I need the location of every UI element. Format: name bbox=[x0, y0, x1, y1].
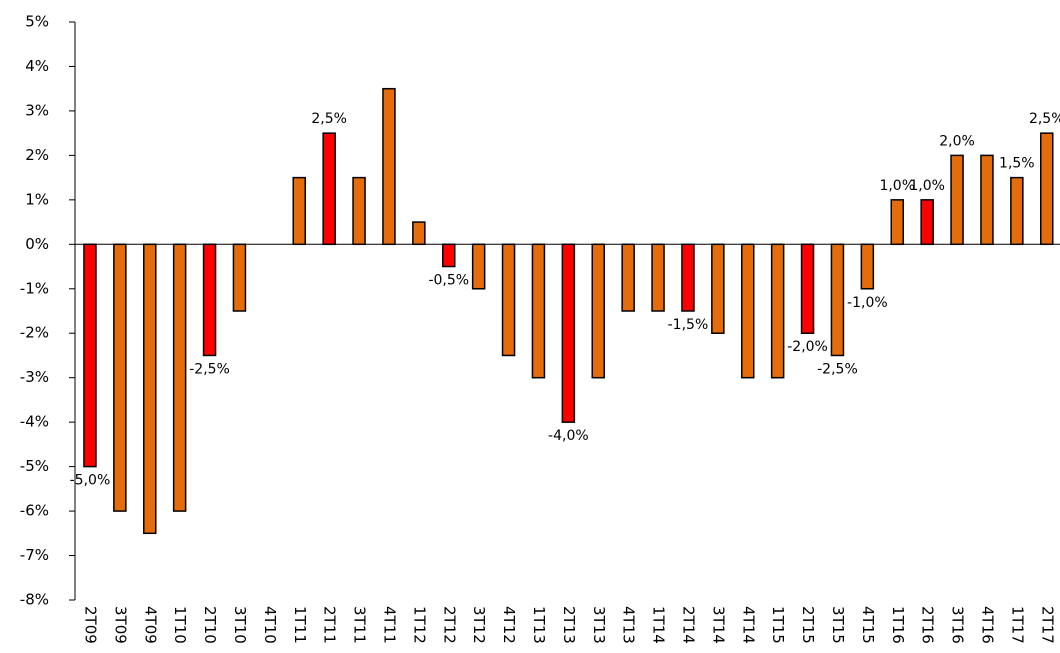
y-tick-label: 4% bbox=[25, 57, 49, 75]
x-tick-label: 2T10 bbox=[201, 606, 219, 644]
bar bbox=[143, 243, 157, 535]
bar bbox=[681, 243, 695, 312]
bar bbox=[800, 243, 815, 334]
y-tick-label: -1% bbox=[20, 279, 49, 297]
x-tick-label: 1T17 bbox=[1008, 606, 1026, 644]
value-label: 2,5% bbox=[311, 111, 347, 127]
bar bbox=[442, 243, 456, 268]
x-tick-label: 1T14 bbox=[650, 606, 668, 644]
bar bbox=[1040, 132, 1054, 246]
x-tick-label: 1T16 bbox=[889, 606, 907, 644]
bar bbox=[950, 154, 964, 246]
bar bbox=[232, 243, 247, 312]
value-label: -1,0% bbox=[847, 295, 888, 311]
x-tick-label: 3T16 bbox=[949, 606, 967, 644]
x-tick-label: 1T13 bbox=[530, 606, 548, 644]
x-tick-label: 3T09 bbox=[111, 606, 129, 644]
y-tick-label: 2% bbox=[25, 146, 49, 164]
x-tick-label: 2T14 bbox=[679, 606, 697, 644]
y-tick-label: 0% bbox=[25, 235, 49, 253]
bar bbox=[501, 243, 516, 357]
x-tick-label: 2T15 bbox=[799, 606, 817, 644]
bar bbox=[621, 243, 635, 312]
x-tick-label: 1T11 bbox=[291, 606, 309, 644]
bar bbox=[860, 243, 875, 290]
bar bbox=[980, 154, 994, 246]
y-tick-label: 5% bbox=[25, 13, 49, 31]
y-tick-label: -5% bbox=[20, 457, 49, 475]
x-tick-label: 4T09 bbox=[141, 606, 159, 644]
y-tick-label: -2% bbox=[20, 324, 49, 342]
y-tick-label: 3% bbox=[25, 101, 49, 119]
bar bbox=[651, 243, 665, 312]
value-label: -5,0% bbox=[70, 473, 111, 489]
x-tick-label: 1T10 bbox=[171, 606, 189, 644]
bar bbox=[382, 87, 396, 246]
bar bbox=[172, 243, 187, 512]
x-tick-label: 2T16 bbox=[919, 606, 937, 644]
bar bbox=[591, 243, 605, 379]
bar bbox=[322, 132, 336, 246]
bar bbox=[113, 243, 127, 512]
x-tick-label: 4T11 bbox=[380, 606, 398, 644]
bar bbox=[83, 243, 97, 468]
bar bbox=[741, 243, 755, 379]
bar bbox=[1010, 176, 1024, 246]
value-label: -1,5% bbox=[668, 317, 709, 333]
x-tick-label: 4T13 bbox=[620, 606, 638, 644]
value-label: -4,0% bbox=[548, 428, 589, 444]
bar bbox=[561, 243, 576, 423]
bar bbox=[890, 199, 904, 246]
bar bbox=[770, 243, 785, 379]
bar bbox=[292, 176, 306, 246]
x-tick-label: 1T15 bbox=[769, 606, 787, 644]
bar bbox=[531, 243, 546, 379]
x-tick-label: 3T14 bbox=[709, 606, 727, 644]
bar bbox=[711, 243, 725, 334]
bar bbox=[202, 243, 217, 357]
value-label: 2,0% bbox=[939, 133, 975, 149]
value-label: 2,5% bbox=[1029, 111, 1060, 127]
y-tick-label: -6% bbox=[20, 502, 49, 520]
x-tick-label: 1T12 bbox=[410, 606, 428, 644]
y-tick-label: -7% bbox=[20, 546, 49, 564]
x-tick-label: 3T13 bbox=[590, 606, 608, 644]
x-tick-label: 4T10 bbox=[261, 606, 279, 644]
value-label: 1,0% bbox=[909, 178, 945, 194]
bar bbox=[352, 176, 366, 246]
bar bbox=[830, 243, 845, 357]
x-tick-label: 4T16 bbox=[978, 606, 996, 644]
x-tick-label: 2T12 bbox=[440, 606, 458, 644]
y-tick-label: -4% bbox=[20, 413, 49, 431]
x-tick-label: 4T15 bbox=[859, 606, 877, 644]
x-tick-label: 4T14 bbox=[739, 606, 757, 644]
value-label: -2,5% bbox=[817, 361, 858, 377]
value-label: -2,5% bbox=[189, 361, 230, 377]
x-tick-label: 2T09 bbox=[81, 606, 99, 644]
x-tick-label: 2T11 bbox=[321, 606, 339, 644]
x-tick-label: 2T13 bbox=[560, 606, 578, 644]
x-tick-label: 3T10 bbox=[231, 606, 249, 644]
y-tick-label: 1% bbox=[25, 190, 49, 208]
bar bbox=[920, 199, 934, 246]
y-tick-label: -8% bbox=[20, 591, 49, 609]
x-tick-label: 3T15 bbox=[829, 606, 847, 644]
value-label: -2,0% bbox=[787, 339, 828, 355]
bar bbox=[412, 221, 426, 246]
x-tick-label: 3T12 bbox=[470, 606, 488, 644]
bar bbox=[471, 243, 486, 290]
value-label: -0,5% bbox=[428, 273, 469, 289]
x-tick-label: 3T11 bbox=[351, 606, 369, 644]
x-tick-label: 4T12 bbox=[500, 606, 518, 644]
x-tick-label: 2T17 bbox=[1038, 606, 1056, 644]
value-label: 1,5% bbox=[999, 156, 1035, 172]
value-label: 1,0% bbox=[879, 178, 915, 194]
y-tick-label: -3% bbox=[20, 368, 49, 386]
